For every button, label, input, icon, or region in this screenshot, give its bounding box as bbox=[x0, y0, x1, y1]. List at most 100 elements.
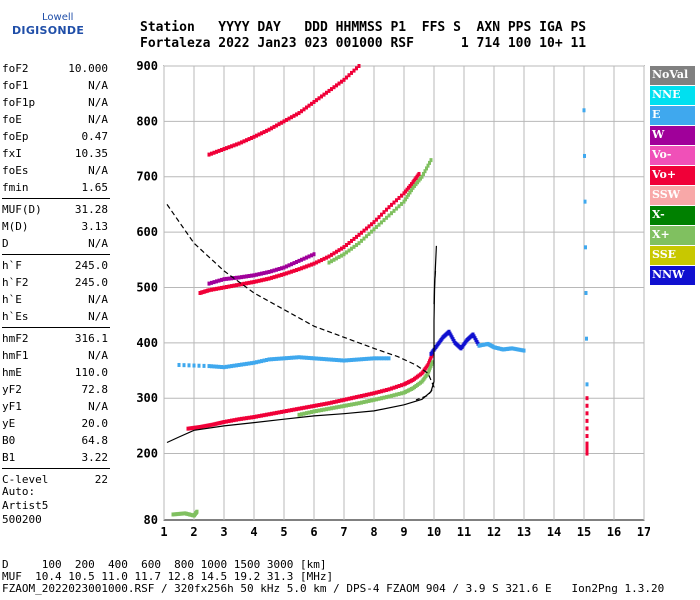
data-point bbox=[315, 403, 318, 408]
data-point bbox=[322, 92, 326, 97]
data-point bbox=[190, 426, 194, 431]
data-point bbox=[305, 405, 308, 410]
data-point bbox=[325, 401, 328, 406]
logo-line2: DIGISONDE bbox=[12, 24, 85, 37]
data-point bbox=[300, 109, 303, 114]
legend-item: Vo+ bbox=[650, 166, 695, 185]
data-point bbox=[215, 286, 218, 291]
data-point bbox=[382, 210, 386, 215]
data-point bbox=[390, 393, 393, 398]
data-point bbox=[327, 357, 331, 362]
data-point bbox=[240, 416, 243, 421]
data-point bbox=[342, 403, 346, 408]
data-point bbox=[275, 123, 278, 128]
data-point bbox=[345, 250, 348, 255]
data-point bbox=[290, 269, 293, 274]
data-point bbox=[252, 279, 256, 284]
y-tick-label: 200 bbox=[136, 447, 158, 461]
data-point bbox=[365, 399, 368, 404]
data-point bbox=[514, 347, 518, 352]
data-point bbox=[375, 225, 378, 230]
param-row: h`Es N/A bbox=[2, 308, 110, 325]
param-value: 1.65 bbox=[81, 181, 109, 194]
param-separator bbox=[2, 254, 110, 255]
param-row: foEs N/A bbox=[2, 162, 110, 179]
data-point bbox=[195, 509, 199, 514]
param-value: 316.1 bbox=[74, 332, 108, 345]
data-point bbox=[397, 195, 401, 200]
data-point bbox=[297, 412, 301, 417]
param-value: 3.22 bbox=[81, 451, 109, 464]
param-row: h`F 245.0 bbox=[2, 257, 110, 274]
data-point bbox=[425, 166, 428, 171]
data-point bbox=[220, 277, 223, 282]
data-point bbox=[275, 410, 278, 415]
data-point bbox=[300, 257, 303, 262]
data-point bbox=[347, 248, 351, 253]
param-value: 20.0 bbox=[81, 417, 109, 430]
data-point bbox=[397, 391, 401, 396]
data-point bbox=[312, 356, 316, 361]
param-separator bbox=[2, 327, 110, 328]
data-point bbox=[345, 397, 348, 402]
param-value: N/A bbox=[88, 113, 108, 126]
data-point bbox=[225, 276, 228, 281]
y-tick-label: 400 bbox=[136, 336, 158, 350]
data-point bbox=[255, 272, 258, 277]
data-point bbox=[282, 265, 286, 270]
data-point bbox=[332, 257, 336, 262]
data-point bbox=[390, 202, 393, 207]
data-point bbox=[177, 362, 181, 367]
data-point bbox=[310, 404, 313, 409]
data-point bbox=[225, 146, 228, 151]
data-point bbox=[255, 133, 258, 138]
data-point bbox=[340, 358, 343, 363]
data-point bbox=[325, 407, 328, 412]
data-point bbox=[337, 81, 341, 86]
param-value: N/A bbox=[88, 400, 108, 413]
data-point bbox=[237, 141, 241, 146]
data-point bbox=[282, 272, 286, 277]
header-line2: Fortaleza 2022 Jan23 023 001000 RSF 1 71… bbox=[140, 36, 587, 51]
data-point bbox=[232, 418, 236, 423]
data-point bbox=[260, 271, 263, 276]
legend-item: NNE bbox=[650, 86, 695, 105]
data-point bbox=[340, 246, 343, 251]
param-value: N/A bbox=[88, 349, 108, 362]
param-row: fmin 1.65 bbox=[2, 179, 110, 196]
data-point bbox=[362, 228, 366, 233]
data-point bbox=[312, 261, 316, 266]
data-point bbox=[280, 356, 283, 361]
data-point bbox=[317, 259, 321, 264]
data-point bbox=[237, 282, 241, 287]
param-row: D N/A bbox=[2, 235, 110, 252]
data-point bbox=[345, 403, 348, 408]
data-point bbox=[332, 400, 336, 405]
data-point bbox=[252, 273, 256, 278]
data-point bbox=[585, 451, 589, 456]
data-point bbox=[290, 262, 293, 267]
data-point bbox=[330, 406, 333, 411]
data-point bbox=[216, 421, 220, 426]
data-point bbox=[262, 130, 266, 135]
param-value: N/A bbox=[88, 79, 108, 92]
data-point bbox=[267, 269, 271, 274]
data-point bbox=[320, 402, 323, 407]
data-point bbox=[315, 260, 318, 265]
data-point bbox=[332, 85, 336, 90]
data-point bbox=[520, 348, 524, 353]
data-point bbox=[305, 411, 308, 416]
data-point bbox=[330, 400, 333, 405]
data-point bbox=[242, 281, 246, 286]
autoscaling-info: Auto: Artist5 500200 bbox=[2, 485, 48, 527]
data-point bbox=[327, 401, 331, 406]
data-point bbox=[375, 217, 378, 222]
data-point bbox=[395, 392, 398, 397]
data-point bbox=[360, 393, 363, 398]
data-point bbox=[392, 385, 396, 390]
data-point bbox=[290, 115, 293, 120]
data-point bbox=[262, 413, 266, 418]
data-point bbox=[320, 408, 323, 413]
data-point bbox=[360, 238, 363, 243]
data-point bbox=[292, 113, 296, 118]
